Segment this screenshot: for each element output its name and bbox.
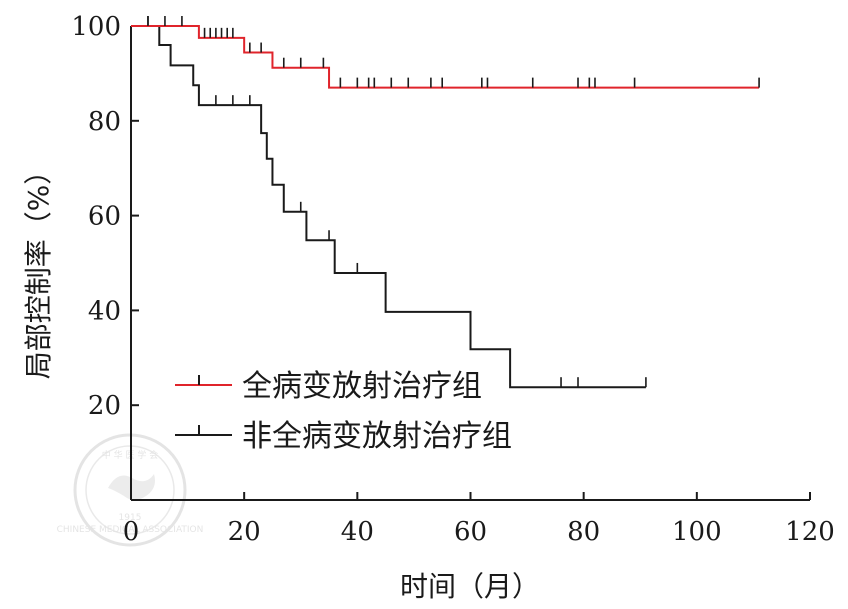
y-tick-label: 40 (88, 296, 121, 326)
x-axis-title: 时间（月） (400, 570, 540, 603)
x-tick-label: 20 (228, 517, 261, 547)
x-tick-label: 60 (454, 517, 487, 547)
legend-label-series-1: 非全病变放射治疗组 (242, 419, 512, 454)
series-layer (131, 16, 760, 389)
legend: 全病变放射治疗组 非全病变放射治疗组 (175, 369, 512, 454)
x-tick-label: 0 (123, 517, 140, 547)
legend-label-series-0: 全病变放射治疗组 (242, 369, 482, 404)
y-tick-label: 60 (88, 202, 121, 232)
x-ticks: 0 20 40 60 80 100 120 (123, 492, 835, 547)
series-line-1 (131, 25, 646, 389)
y-axis-title: 局部控制率（%） (22, 157, 55, 380)
y-tick-label: 100 (71, 12, 121, 42)
x-tick-label: 120 (785, 517, 835, 547)
x-tick-label: 80 (567, 517, 600, 547)
watermark-year: 1915 (119, 513, 142, 523)
series-line-0 (131, 25, 760, 89)
x-tick-label: 40 (341, 517, 374, 547)
watermark-text-en: CHINESE MEDICAL ASSOCIATION (57, 525, 204, 535)
y-tick-label: 80 (88, 107, 121, 137)
x-tick-label: 100 (672, 517, 722, 547)
y-tick-label: 20 (88, 391, 121, 421)
y-ticks: 20 40 60 80 100 (71, 12, 139, 421)
